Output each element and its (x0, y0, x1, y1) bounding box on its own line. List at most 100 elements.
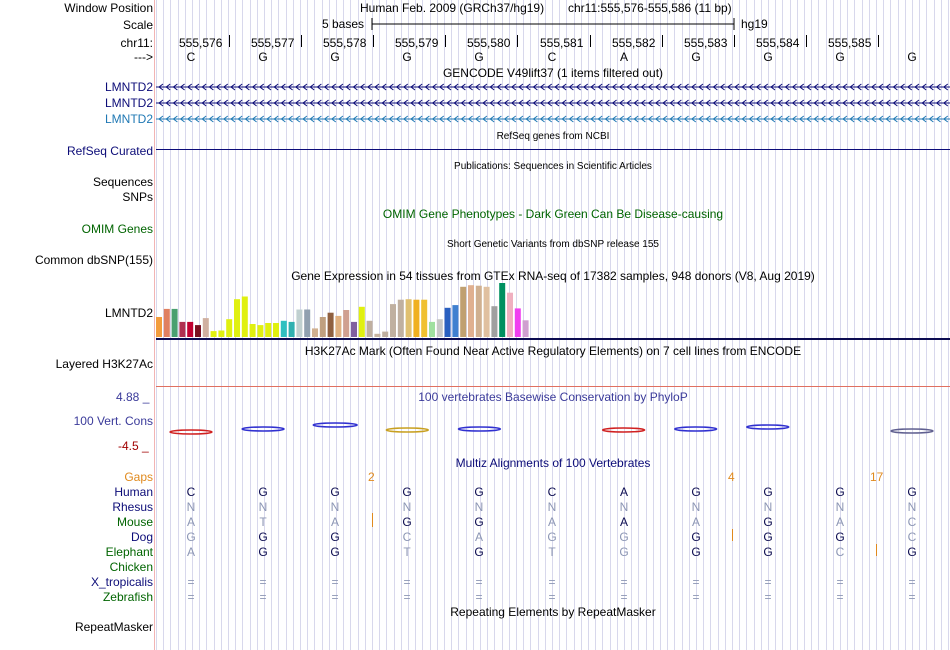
species-label[interactable]: Dog (130, 530, 153, 544)
alignment-base: = (692, 590, 700, 604)
gtex-tissue-bar[interactable] (202, 318, 209, 337)
gtex-tissue-bar[interactable] (483, 286, 490, 337)
refseq-label[interactable]: RefSeq Curated (66, 144, 153, 158)
snps-label[interactable]: SNPs (122, 190, 153, 204)
guide-line (559, 0, 561, 650)
gtex-tissue-bar[interactable] (226, 319, 233, 337)
gtex-tissue-bar[interactable] (413, 299, 420, 337)
guide-line (890, 0, 892, 650)
gtex-track-title: Gene Expression in 54 tissues from GTEx … (291, 269, 815, 283)
guide-line (602, 0, 604, 650)
alignment-base: A (330, 515, 339, 529)
gtex-tissue-bar[interactable] (436, 319, 443, 337)
gtex-expression-chart[interactable] (156, 283, 950, 341)
gtex-tissue-bar[interactable] (241, 296, 248, 338)
gencode-transcript-label[interactable]: LMNTD2 (104, 96, 153, 110)
gtex-tissue-bar[interactable] (429, 321, 435, 337)
guide-line (717, 0, 719, 650)
omim-label[interactable]: OMIM Genes (81, 222, 153, 236)
refseq-gene-line[interactable] (156, 149, 950, 150)
alignment-base: C (907, 515, 917, 529)
alignment-base: G (402, 485, 412, 499)
gtex-tissue-bar[interactable] (358, 306, 365, 337)
species-label[interactable]: X_tropicalis (90, 575, 153, 589)
gtex-tissue-bar[interactable] (374, 333, 381, 337)
h3k27ac-label[interactable]: Layered H3K27Ac (55, 357, 153, 371)
gtex-tissue-bar[interactable] (319, 317, 326, 337)
gtex-tissue-bar[interactable] (335, 315, 342, 337)
alignment-base: = (548, 575, 556, 589)
alignment-base: G (907, 485, 917, 499)
alignment-base: A (186, 545, 195, 559)
gtex-tissue-bar[interactable] (366, 320, 373, 337)
gtex-tissue-bar[interactable] (390, 304, 396, 337)
gtex-tissue-bar[interactable] (452, 305, 459, 337)
guide-line (746, 0, 748, 650)
guide-line (271, 0, 273, 650)
species-label[interactable]: Rhesus (112, 500, 153, 514)
gtex-tissue-bar[interactable] (468, 285, 474, 337)
species-label[interactable]: Zebrafish (102, 590, 153, 604)
guide-line (688, 0, 690, 650)
guide-line (624, 0, 625, 650)
species-label[interactable]: Mouse (116, 515, 153, 529)
scale-bar (371, 18, 735, 30)
phylop-ymax: 4.88 _ (116, 390, 150, 404)
h3k27ac-signal-line[interactable] (156, 386, 950, 387)
gtex-tissue-bar[interactable] (156, 317, 162, 337)
gtex-tissue-bar[interactable] (475, 285, 482, 337)
gtex-tissue-bar[interactable] (312, 328, 318, 337)
gtex-tissue-bar[interactable] (405, 299, 412, 337)
alignment-base: C (402, 530, 412, 544)
gtex-tissue-bar[interactable] (179, 321, 186, 337)
gencode-transcript-label[interactable]: LMNTD2 (104, 112, 153, 126)
gtex-tissue-bar[interactable] (257, 325, 264, 337)
sequences-label[interactable]: Sequences (92, 175, 153, 189)
gtex-tissue-bar[interactable] (249, 324, 256, 337)
alignment-base: G (402, 515, 412, 529)
species-label[interactable]: Elephant (105, 545, 153, 559)
gtex-tissue-bar[interactable] (460, 286, 467, 337)
gencode-transcript-line[interactable] (156, 82, 950, 92)
phylop-conservation-plot[interactable] (156, 418, 950, 442)
gtex-tissue-bar[interactable] (234, 299, 240, 337)
gtex-label[interactable]: LMNTD2 (104, 306, 153, 320)
gencode-transcript-line[interactable] (156, 114, 950, 124)
gencode-transcript-label[interactable]: LMNTD2 (104, 80, 153, 94)
gtex-tissue-bar[interactable] (288, 321, 295, 337)
gtex-tissue-bar[interactable] (343, 310, 350, 337)
repeatmasker-label[interactable]: RepeatMasker (74, 620, 153, 634)
base-letter: G (835, 50, 845, 64)
guide-line (213, 0, 215, 650)
gtex-tissue-bar[interactable] (218, 330, 225, 338)
gtex-tissue-bar[interactable] (397, 299, 404, 337)
species-label[interactable]: Human (114, 485, 153, 499)
dbsnp-label[interactable]: Common dbSNP(155) (34, 253, 153, 267)
gtex-tissue-bar[interactable] (421, 299, 428, 337)
gencode-transcript-line[interactable] (156, 98, 950, 108)
gtex-tissue-bar[interactable] (444, 307, 451, 337)
gtex-tissue-bar[interactable] (210, 331, 217, 337)
base-letter: C (547, 50, 557, 64)
gtex-tissue-bar[interactable] (171, 308, 178, 337)
gtex-tissue-bar[interactable] (273, 323, 279, 337)
gtex-tissue-bar[interactable] (382, 331, 389, 337)
gtex-tissue-bar[interactable] (514, 308, 521, 337)
gtex-tissue-bar[interactable] (195, 325, 201, 337)
gtex-tissue-bar[interactable] (327, 312, 334, 337)
gtex-tissue-bar[interactable] (163, 308, 170, 337)
gtex-tissue-bar[interactable] (187, 321, 194, 337)
phylop-label[interactable]: 100 Vert. Cons (73, 414, 153, 428)
gtex-tissue-bar[interactable] (265, 323, 272, 337)
gtex-tissue-bar[interactable] (507, 292, 513, 337)
gtex-tissue-bar[interactable] (522, 320, 529, 337)
gtex-tissue-bar[interactable] (296, 309, 303, 338)
gtex-tissue-bar[interactable] (280, 320, 287, 337)
gtex-tissue-bar[interactable] (304, 309, 311, 338)
gtex-tissue-bar[interactable] (499, 283, 506, 337)
guide-line (768, 0, 769, 650)
gtex-tissue-bar[interactable] (491, 306, 498, 337)
species-label[interactable]: Chicken (109, 560, 153, 574)
gtex-tissue-bar[interactable] (351, 321, 357, 337)
